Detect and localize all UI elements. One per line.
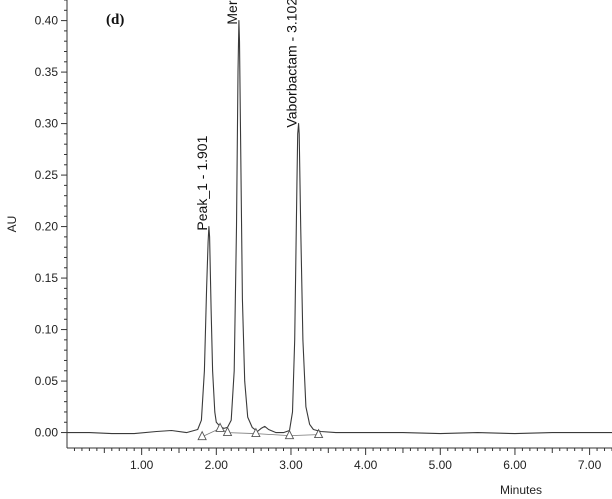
x-tick-label: 3.00 [279, 458, 303, 472]
peak-label: Peak_1 - 1.901 [194, 135, 210, 230]
chromatogram-trace [67, 20, 612, 435]
axes [66, 0, 612, 449]
x-tick-label: 5.00 [429, 458, 453, 472]
integration-marker-icon [313, 428, 324, 439]
y-tick-label: 0.35 [35, 65, 59, 79]
y-tick-label: 0.10 [35, 323, 59, 337]
integration-markers [197, 422, 324, 441]
y-tick-label: 0.05 [35, 374, 59, 388]
integration-marker-icon [197, 430, 207, 441]
x-tick-label: 2.00 [205, 458, 229, 472]
integration-marker-icon [215, 422, 225, 432]
peak-label: Meropenem - 2.302 [224, 0, 240, 25]
peak-labels: Peak_1 - 1.901 Meropenem - 2.302 Vaborbact… [194, 0, 300, 231]
y-tick-label: 0.25 [35, 168, 59, 182]
y-tick-label: 0.30 [35, 117, 59, 131]
peak-label: Vaborbactam - 3.102 [284, 0, 300, 128]
x-axis-title: Minutes [500, 483, 542, 497]
integration-marker-icon [284, 429, 295, 440]
x-ticks: 1.00 2.00 3.00 4.00 5.00 6.00 7.00 [73, 448, 612, 472]
y-tick-label: 0.15 [35, 271, 59, 285]
y-tick-label: 0.20 [35, 220, 59, 234]
y-tick-label: 0.40 [35, 14, 59, 28]
x-tick-label: 4.00 [354, 458, 378, 472]
x-tick-label: 7.00 [578, 458, 602, 472]
y-tick-label: 0.00 [35, 426, 59, 440]
y-ticks: 0.00 0.05 0.10 0.15 0.20 0.25 0.30 0.35 0.40 [35, 0, 67, 440]
x-tick-label: 1.00 [130, 458, 154, 472]
y-axis-title: AU [5, 216, 19, 233]
integration-marker-icon [222, 426, 233, 437]
panel-label: (d) [106, 12, 124, 28]
integration-marker-icon [251, 427, 261, 438]
x-tick-label: 6.00 [503, 458, 527, 472]
